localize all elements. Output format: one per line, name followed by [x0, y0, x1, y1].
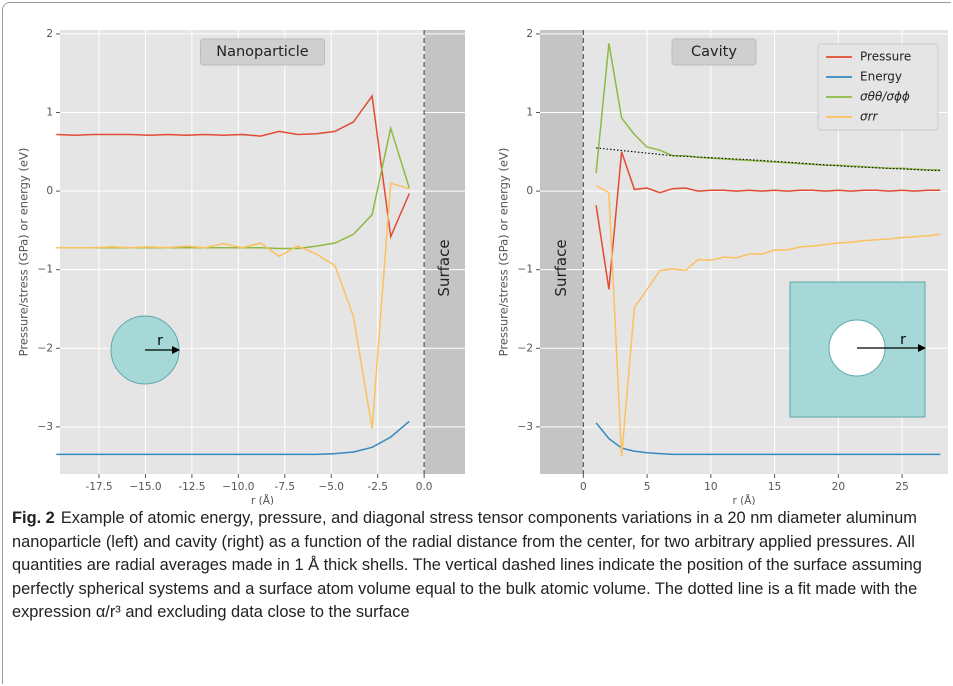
- x-tick-label: 20: [832, 481, 845, 493]
- x-tick-label: 25: [895, 481, 908, 493]
- y-axis-label: Pressure/stress (GPa) or energy (eV): [497, 148, 511, 357]
- surface-label: Surface: [552, 239, 570, 296]
- legend-label: σθθ/σϕϕ: [860, 90, 910, 104]
- annotation-box: [200, 38, 325, 66]
- y-tick-label: 2: [46, 28, 53, 40]
- series-line: [56, 182, 410, 429]
- legend-label: Pressure: [860, 50, 911, 64]
- inset-arrowhead: [918, 344, 926, 352]
- inset-label: r: [900, 332, 906, 348]
- x-tick-label: 15: [768, 481, 781, 493]
- series-line: [595, 184, 941, 457]
- surface-region: [424, 30, 465, 474]
- legend-label: σrr: [860, 110, 879, 124]
- caption: Fig. 2 Example of atomic energy, pressure…: [12, 507, 942, 625]
- x-tick-label: −10.0: [222, 481, 254, 493]
- annotation-box: [671, 38, 757, 66]
- x-tick-label: 0.0: [416, 481, 433, 493]
- y-tick-label: 0: [526, 185, 533, 197]
- x-tick-label: -2.5: [367, 481, 388, 493]
- x-tick-label: −15.0: [129, 481, 161, 493]
- x-tick-label: -12.5: [178, 481, 205, 493]
- x-tick-label: −5.0: [318, 481, 344, 493]
- x-axis-label: r (Å): [732, 494, 755, 505]
- series-line: [595, 151, 941, 290]
- y-tick-label: −3: [518, 421, 533, 433]
- surface-label: Surface: [435, 239, 453, 296]
- x-tick-label: 0: [580, 481, 587, 493]
- plot-background: [60, 30, 465, 474]
- surface-region: [540, 30, 584, 474]
- y-tick-label: −1: [518, 264, 533, 276]
- x-tick-label: -7.5: [275, 481, 296, 493]
- y-tick-label: 1: [526, 107, 533, 119]
- y-tick-label: −3: [38, 421, 53, 433]
- series-line: [56, 94, 410, 240]
- caption-text: Example of atomic energy, pressure, and …: [12, 509, 922, 622]
- y-tick-label: −2: [518, 342, 533, 354]
- annotation: Nanoparticle: [216, 44, 309, 60]
- x-tick-label: 5: [644, 481, 651, 493]
- caption-label: Fig. 2: [12, 509, 55, 527]
- y-tick-label: −2: [38, 342, 53, 354]
- series-line: [595, 422, 941, 456]
- y-tick-label: 2: [526, 28, 533, 40]
- annotation: Cavity: [691, 44, 737, 60]
- y-tick-label: 0: [46, 185, 53, 197]
- inset-label: r: [157, 333, 163, 349]
- y-tick-label: 1: [46, 107, 53, 119]
- inset-arrowhead: [172, 346, 180, 354]
- y-axis-label: Pressure/stress (GPa) or energy (eV): [17, 148, 31, 357]
- series-line: [56, 420, 410, 456]
- legend-box: [817, 43, 939, 131]
- legend-label: Energy: [860, 70, 902, 84]
- x-axis-label: r (Å): [251, 494, 274, 505]
- x-tick-label: 10: [704, 481, 717, 493]
- x-tick-label: -17.5: [85, 481, 112, 493]
- y-tick-label: −1: [38, 264, 53, 276]
